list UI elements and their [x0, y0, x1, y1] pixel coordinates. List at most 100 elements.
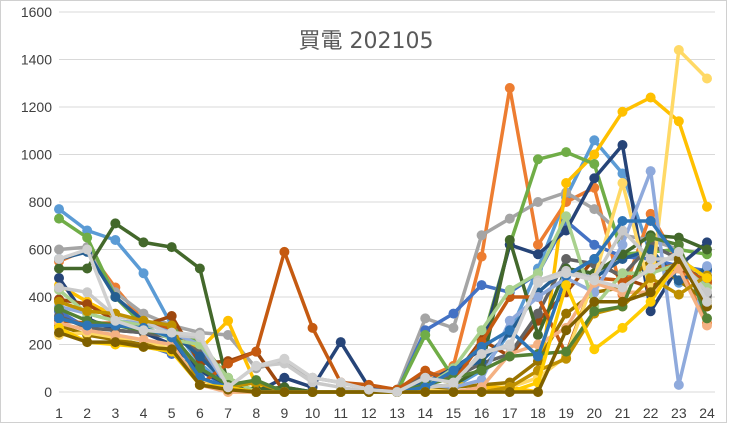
data-point — [476, 341, 487, 352]
data-point — [110, 218, 121, 229]
data-point — [702, 273, 712, 283]
x-tick-label: 12 — [361, 405, 377, 421]
data-point — [504, 235, 515, 245]
data-point — [420, 330, 431, 340]
data-point — [110, 315, 121, 326]
data-point — [589, 275, 600, 286]
data-point — [645, 296, 656, 307]
x-tick-label: 19 — [558, 405, 574, 421]
data-point — [532, 154, 543, 165]
data-point — [561, 308, 572, 319]
data-point — [702, 261, 712, 272]
x-tick-label: 23 — [671, 405, 687, 421]
data-point — [504, 315, 515, 326]
data-point — [476, 230, 487, 241]
data-point — [589, 296, 600, 307]
x-tick-label: 11 — [333, 405, 348, 421]
data-point — [645, 92, 656, 103]
data-point — [335, 387, 346, 397]
data-point — [420, 365, 431, 376]
x-tick-label: 17 — [502, 405, 518, 421]
data-point — [589, 344, 600, 355]
x-tick-label: 5 — [168, 405, 176, 421]
x-tick-label: 22 — [643, 405, 659, 421]
y-tick-label: 200 — [29, 337, 53, 353]
data-point — [166, 320, 177, 331]
data-point — [54, 204, 64, 215]
series-24 — [54, 244, 712, 397]
x-tick-label: 20 — [587, 405, 603, 421]
data-point — [448, 322, 459, 333]
data-point — [617, 140, 628, 150]
data-point — [392, 387, 403, 397]
data-point — [589, 254, 600, 264]
y-tick-label: 0 — [44, 384, 52, 400]
data-point — [645, 287, 656, 298]
data-point — [589, 159, 600, 169]
x-tick-label: 1 — [55, 405, 63, 421]
data-point — [673, 246, 684, 257]
data-point — [223, 358, 234, 369]
data-point — [532, 197, 543, 207]
data-point — [645, 254, 656, 264]
x-tick-label: 21 — [615, 405, 631, 421]
x-tick-label: 2 — [83, 405, 91, 421]
data-point — [702, 244, 712, 255]
data-point — [589, 239, 600, 250]
data-point — [673, 45, 684, 55]
y-tick-label: 600 — [29, 242, 53, 258]
data-point — [194, 363, 205, 374]
series-16 — [54, 211, 712, 397]
x-tick-label: 7 — [224, 405, 232, 421]
data-point — [645, 166, 656, 177]
data-point — [166, 242, 177, 253]
data-point — [54, 296, 64, 307]
data-point — [589, 306, 600, 317]
data-point — [673, 116, 684, 127]
data-point — [138, 334, 149, 345]
data-point — [420, 372, 431, 383]
data-point — [532, 330, 543, 340]
data-point — [82, 306, 93, 317]
y-tick-label: 1200 — [21, 99, 52, 115]
data-point — [645, 208, 656, 219]
data-point — [138, 325, 149, 336]
data-point — [589, 204, 600, 215]
x-tick-label: 15 — [446, 405, 462, 421]
data-point — [82, 225, 93, 236]
data-point — [504, 387, 515, 397]
data-point — [504, 339, 515, 350]
data-point — [166, 344, 177, 355]
x-tick-label: 8 — [252, 405, 260, 421]
data-point — [307, 387, 318, 397]
data-point — [617, 268, 628, 279]
data-point — [673, 379, 684, 390]
data-point — [82, 287, 93, 298]
data-point — [645, 273, 656, 283]
data-point — [617, 225, 628, 236]
data-point — [561, 325, 572, 336]
data-point — [476, 365, 487, 376]
data-point — [54, 244, 64, 255]
data-point — [504, 83, 515, 93]
data-point — [223, 382, 234, 393]
data-point — [110, 292, 121, 302]
data-point — [673, 239, 684, 250]
data-point — [561, 346, 572, 357]
data-point — [54, 313, 64, 324]
data-point — [702, 320, 712, 331]
data-point — [645, 306, 656, 317]
data-point — [138, 237, 149, 248]
x-tick-label: 3 — [111, 405, 119, 421]
data-point — [702, 73, 712, 84]
data-point — [194, 330, 205, 340]
data-point — [476, 251, 487, 262]
data-point — [54, 303, 64, 314]
x-tick-label: 10 — [305, 405, 321, 421]
data-point — [138, 268, 149, 279]
data-point — [589, 173, 600, 184]
x-tick-label: 13 — [389, 405, 405, 421]
data-point — [617, 322, 628, 333]
